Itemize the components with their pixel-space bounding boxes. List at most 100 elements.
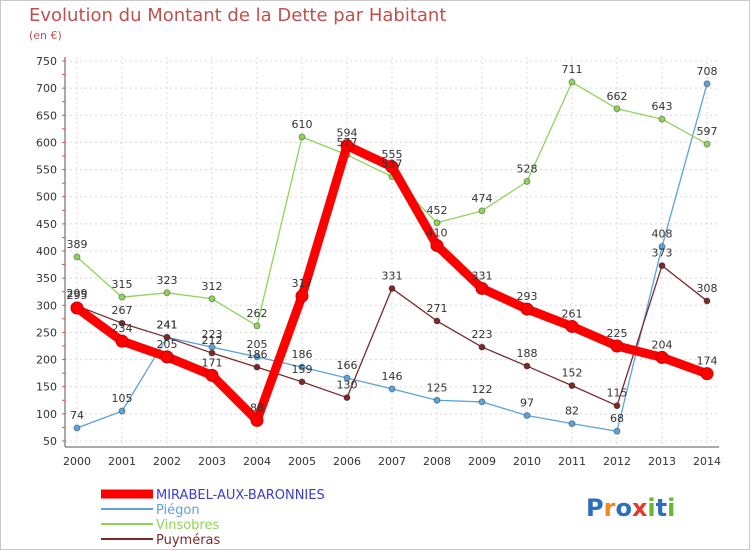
data-point [658,115,666,123]
data-label: 261 [562,307,583,320]
data-point [208,295,216,303]
x-tick-label: 2010 [513,455,541,468]
data-point [703,140,711,148]
data-label: 331 [472,269,493,282]
data-label: 241 [157,318,178,331]
data-point [388,284,396,292]
data-point [613,105,621,113]
data-label: 174 [697,355,718,368]
data-point [298,133,306,141]
data-point [73,253,81,261]
data-point [163,289,171,297]
data-point [208,349,216,357]
legend-label: MIRABEL-AUX-BARONNIES [156,488,325,503]
x-tick-label: 2002 [153,455,181,468]
data-label: 223 [472,328,493,341]
x-tick-label: 2007 [378,455,406,468]
data-point [388,385,396,393]
data-label: 312 [202,280,223,293]
legend-label: Piégon [156,503,200,518]
y-tick-label: 400 [36,245,57,258]
data-label: 205 [247,338,268,351]
data-point [703,297,711,305]
data-point [340,139,354,153]
data-point [115,334,129,348]
data-point [523,411,531,419]
data-label: 452 [427,204,448,217]
data-label: 146 [382,370,403,383]
x-tick-label: 2005 [288,455,316,468]
data-label: 212 [202,334,223,347]
data-label: 171 [202,356,223,369]
data-point [253,363,261,371]
legend: MIRABEL-AUX-BARONNIESPiégonVinsobresPuym… [101,488,325,548]
data-label: 331 [382,269,403,282]
data-label: 188 [517,347,538,360]
data-label: 643 [652,100,673,113]
data-label: 389 [67,238,88,251]
y-tick-label: 750 [36,55,57,68]
axes: 50 100 150 200 250 300 350 400 450 500 550 600 650 70… [36,55,721,468]
data-label: 152 [562,367,583,380]
data-point [568,78,576,86]
y-tick-label: 350 [36,272,57,285]
y-tick-label: 100 [36,408,57,421]
data-point [478,343,486,351]
data-point [160,350,174,364]
data-point [298,363,306,371]
data-label: 708 [697,65,718,78]
x-tick-label: 2013 [648,455,676,468]
x-tick-label: 2012 [603,455,631,468]
data-point [655,350,669,364]
data-point [568,382,576,390]
data-point [205,368,219,382]
data-label: 295 [67,289,88,302]
series-layer [70,78,714,435]
y-tick-label: 700 [36,82,57,95]
y-tick-label: 200 [36,354,57,367]
data-point [70,301,84,315]
data-label: 204 [652,338,673,351]
x-tick-label: 2000 [63,455,91,468]
x-tick-label: 2004 [243,455,271,468]
data-point [523,362,531,370]
data-label: 267 [112,304,133,317]
x-tick-label: 2008 [423,455,451,468]
data-label: 410 [427,227,448,240]
data-label: 97 [520,396,534,409]
data-label: 308 [697,282,718,295]
data-label: 262 [247,307,268,320]
data-label: 115 [607,387,628,400]
data-label: 271 [427,302,448,315]
data-point [343,374,351,382]
data-point [253,322,261,330]
data-point [298,378,306,386]
data-point [433,317,441,325]
data-point [433,219,441,227]
data-label: 74 [70,409,84,422]
data-label: 555 [382,148,403,161]
proxiti-logo: Proxiti [586,494,675,522]
data-label: 130 [337,379,358,392]
legend-label: Vinsobres [156,518,219,533]
data-point [565,319,579,333]
data-point [700,367,714,381]
data-point [430,239,444,253]
data-label: 68 [610,412,624,425]
data-point [568,420,576,428]
data-point [73,424,81,432]
data-point [703,80,711,88]
data-label: 241 [157,318,178,331]
data-label: 528 [517,163,538,176]
data-point [613,402,621,410]
data-point [385,160,399,174]
x-tick-label: 2003 [198,455,226,468]
y-tick-label: 50 [43,435,57,448]
data-label: 205 [157,338,178,351]
data-label: 597 [697,125,718,138]
data-point [250,413,264,427]
x-tick-label: 2006 [333,455,361,468]
